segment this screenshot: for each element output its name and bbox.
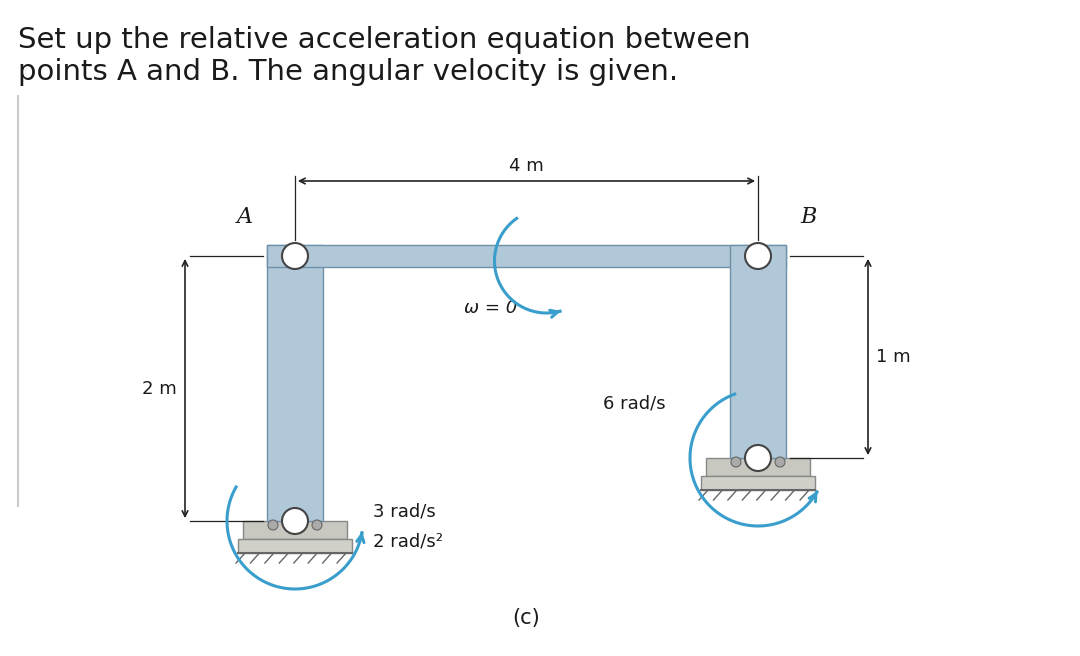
Polygon shape bbox=[243, 521, 347, 539]
Polygon shape bbox=[267, 245, 786, 267]
Polygon shape bbox=[701, 476, 815, 490]
Polygon shape bbox=[267, 245, 323, 521]
Polygon shape bbox=[706, 458, 810, 476]
Text: 1 m: 1 m bbox=[876, 348, 910, 366]
Circle shape bbox=[312, 520, 322, 530]
Circle shape bbox=[731, 457, 741, 467]
Circle shape bbox=[745, 243, 771, 269]
Text: 6 rad/s: 6 rad/s bbox=[603, 394, 665, 412]
Text: 2 rad/s²: 2 rad/s² bbox=[373, 532, 443, 550]
Polygon shape bbox=[730, 245, 786, 458]
Text: points A and B. The angular velocity is given.: points A and B. The angular velocity is … bbox=[18, 58, 678, 86]
Text: A: A bbox=[237, 206, 253, 228]
Circle shape bbox=[282, 243, 308, 269]
Text: (c): (c) bbox=[513, 608, 540, 628]
Text: B: B bbox=[800, 206, 816, 228]
Text: Set up the relative acceleration equation between: Set up the relative acceleration equatio… bbox=[18, 26, 751, 54]
Circle shape bbox=[282, 508, 308, 534]
Text: 3 rad/s: 3 rad/s bbox=[373, 502, 435, 520]
Circle shape bbox=[745, 445, 771, 471]
Circle shape bbox=[775, 457, 785, 467]
Text: 2 m: 2 m bbox=[143, 380, 177, 398]
Polygon shape bbox=[238, 539, 352, 553]
Circle shape bbox=[268, 520, 278, 530]
Text: ω = 0: ω = 0 bbox=[464, 299, 517, 317]
Text: 4 m: 4 m bbox=[509, 157, 544, 175]
